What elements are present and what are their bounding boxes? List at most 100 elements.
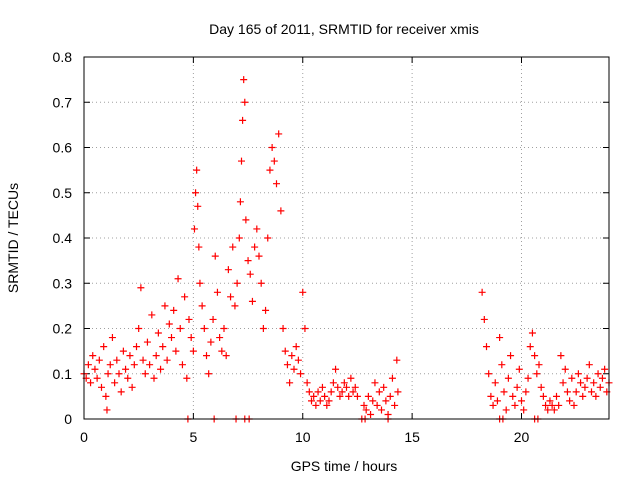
data-point xyxy=(244,257,252,265)
data-point xyxy=(200,325,208,332)
data-point xyxy=(255,252,263,260)
data-point xyxy=(165,320,173,328)
data-point xyxy=(316,397,324,405)
y-tick-label: 0 xyxy=(64,411,72,427)
data-point xyxy=(480,315,488,323)
data-point xyxy=(172,347,180,355)
data-point xyxy=(520,406,528,414)
data-point xyxy=(229,243,237,251)
data-point xyxy=(393,356,401,364)
data-point xyxy=(491,379,499,387)
data-point xyxy=(150,374,158,382)
y-tick-label: 0.2 xyxy=(53,321,73,337)
data-point xyxy=(239,116,247,124)
data-point xyxy=(161,302,169,310)
data-point xyxy=(528,329,536,337)
data-point xyxy=(279,325,287,332)
data-point xyxy=(185,315,193,323)
data-point xyxy=(553,392,560,400)
data-point xyxy=(583,374,591,382)
data-point xyxy=(382,397,390,405)
data-point xyxy=(592,392,600,400)
data-point xyxy=(248,297,256,305)
data-point xyxy=(555,401,563,409)
data-point xyxy=(218,347,226,355)
data-point xyxy=(233,279,241,287)
data-point xyxy=(524,374,532,382)
data-point xyxy=(327,388,335,396)
data-point xyxy=(102,392,110,400)
data-point xyxy=(203,352,210,360)
x-axis-label: GPS time / hours xyxy=(291,458,398,474)
data-point xyxy=(340,379,348,387)
data-point xyxy=(93,374,101,382)
data-point xyxy=(148,311,156,319)
data-point xyxy=(224,266,232,274)
data-point xyxy=(152,352,160,360)
data-point xyxy=(380,383,388,391)
data-point xyxy=(533,370,541,378)
data-point xyxy=(240,76,248,84)
data-point xyxy=(509,392,517,400)
data-point xyxy=(257,279,265,287)
data-point xyxy=(178,361,186,369)
data-point xyxy=(345,392,353,400)
data-point xyxy=(187,334,195,342)
data-point xyxy=(141,370,149,378)
data-point xyxy=(325,397,333,405)
data-point xyxy=(598,374,606,382)
data-point xyxy=(329,379,337,387)
data-point xyxy=(388,374,396,382)
data-point xyxy=(122,365,130,373)
data-point xyxy=(585,361,593,369)
data-point xyxy=(235,234,243,242)
data-point xyxy=(168,334,175,342)
data-point xyxy=(192,189,200,197)
data-point xyxy=(566,397,574,405)
data-point xyxy=(478,288,486,296)
y-tick-label: 0.8 xyxy=(53,49,73,65)
data-point xyxy=(485,370,493,378)
data-point xyxy=(537,383,545,391)
data-point xyxy=(91,365,99,373)
data-point xyxy=(264,234,272,242)
data-point xyxy=(518,397,525,405)
y-tick-label: 0.1 xyxy=(53,366,73,382)
data-point xyxy=(117,388,125,396)
data-point xyxy=(373,401,381,409)
data-point xyxy=(281,347,289,355)
data-point xyxy=(513,383,521,391)
data-point xyxy=(574,370,582,378)
data-point xyxy=(288,352,296,360)
data-point xyxy=(548,401,556,409)
data-point xyxy=(550,406,558,414)
data-point xyxy=(546,397,554,405)
chart-title: Day 165 of 2011, SRMTID for receiver xmi… xyxy=(209,21,479,37)
data-point xyxy=(375,388,383,396)
data-point xyxy=(146,361,154,369)
data-point xyxy=(183,374,191,382)
data-point xyxy=(360,401,368,409)
data-point xyxy=(308,397,315,405)
data-point xyxy=(489,401,497,409)
data-point xyxy=(498,361,506,369)
data-point xyxy=(290,365,298,373)
data-point xyxy=(108,334,116,342)
data-point xyxy=(189,347,197,355)
x-tick-label: 0 xyxy=(80,429,88,445)
data-point xyxy=(526,343,534,351)
data-point xyxy=(216,334,224,342)
data-point xyxy=(312,401,320,409)
data-point xyxy=(318,383,326,391)
data-point xyxy=(174,275,182,283)
data-point xyxy=(213,288,221,296)
data-point xyxy=(231,302,239,310)
x-tick-label: 20 xyxy=(514,429,530,445)
data-point xyxy=(137,284,145,292)
x-tick-label: 10 xyxy=(295,429,311,445)
data-point xyxy=(522,388,530,396)
x-tick-label: 15 xyxy=(404,429,420,445)
data-point xyxy=(535,361,543,369)
data-point xyxy=(124,374,132,382)
